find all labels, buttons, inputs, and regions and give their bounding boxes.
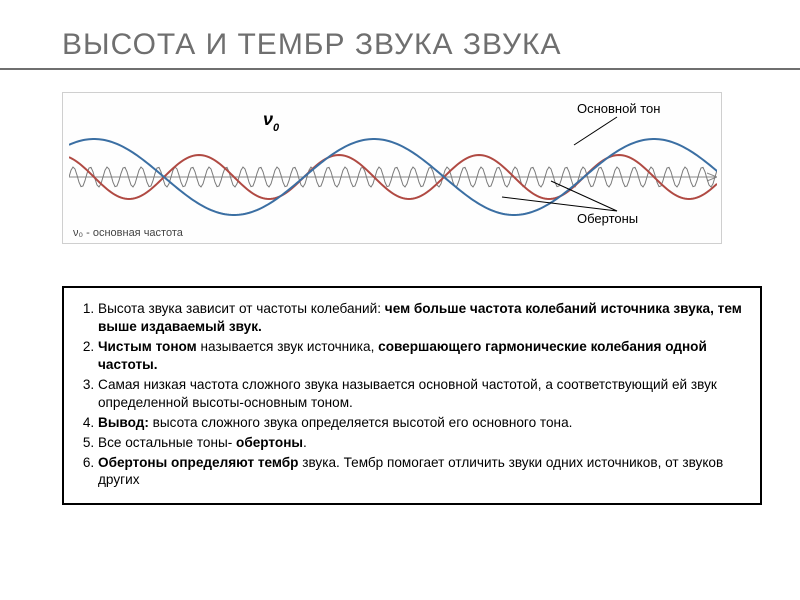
svg-text:ν0: ν0: [263, 109, 280, 134]
list-item: Высота звука зависит от частоты колебани…: [98, 300, 746, 336]
page-title: ВЫСОТА И ТЕМБР ЗВУКА ЗВУКА: [62, 28, 760, 62]
list-item: Самая низкая частота сложного звука назы…: [98, 376, 746, 412]
list-item: Чистым тоном называется звук источника, …: [98, 338, 746, 374]
axis-caption: ν₀ - основная частота: [73, 227, 183, 239]
svg-text:Основной тон: Основной тон: [577, 101, 660, 116]
waveform-diagram: ν0 Основной тон Обертоны ν₀ - основная час…: [62, 92, 722, 244]
waveform-svg: ν0 Основной тон Обертоны: [69, 99, 717, 239]
title-rule: [0, 68, 800, 70]
list-item: Обертоны определяют тембр звука. Тембр п…: [98, 454, 746, 490]
svg-text:Обертоны: Обертоны: [577, 211, 638, 226]
content-list: Высота звука зависит от частоты колебани…: [78, 300, 746, 489]
list-item: Все остальные тоны- обертоны.: [98, 434, 746, 452]
list-item: Вывод: высота сложного звука определяетс…: [98, 414, 746, 432]
content-text-box: Высота звука зависит от частоты колебани…: [62, 286, 762, 505]
